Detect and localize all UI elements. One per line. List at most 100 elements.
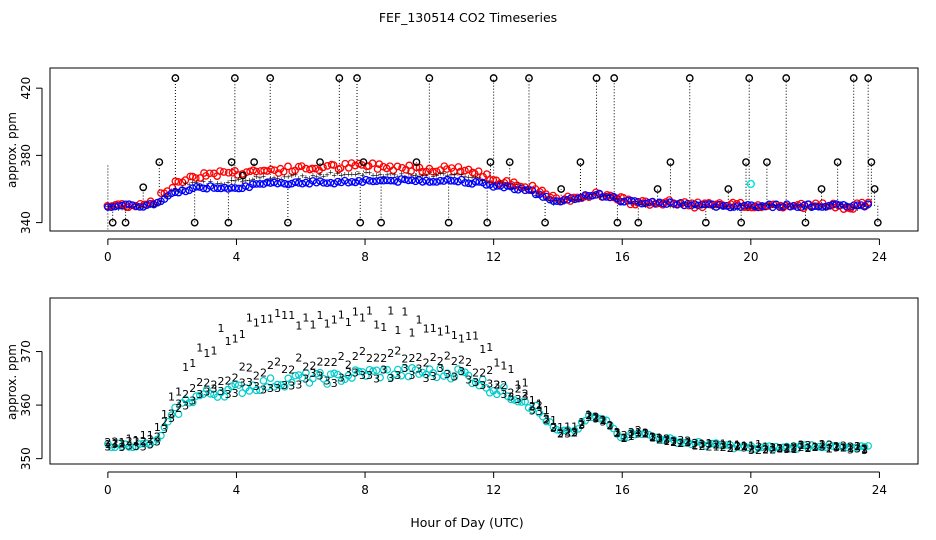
bottom-circle-point (570, 426, 579, 435)
series-1-marker: 1 (147, 429, 154, 442)
bottom-circle-point (708, 439, 717, 448)
series-3-marker: 3 (366, 369, 373, 382)
series-2-marker: 2 (126, 435, 133, 448)
blue-circle-point (422, 176, 430, 185)
series-3-marker: 3 (599, 416, 606, 429)
bottom-circle-point (655, 435, 664, 444)
bottom-circle-point (326, 370, 335, 378)
bottom-circle-point (680, 438, 689, 447)
bottom-circle-point (712, 439, 720, 447)
bottom-circle-point (171, 403, 179, 412)
series-2-marker: 2 (359, 345, 366, 358)
series-1-marker: 1 (755, 438, 762, 451)
red-circle-point (690, 203, 699, 212)
series-2-marker: 2 (656, 433, 663, 446)
green-point: + (536, 189, 542, 197)
bottom-circle-point (397, 371, 406, 380)
bottom-circle-point (457, 368, 466, 376)
series-3-marker: 3 (161, 423, 168, 436)
bottom-circle-point (436, 364, 445, 373)
green-point: + (381, 173, 387, 181)
bottom-circle-point (616, 433, 625, 442)
series-1-marker: 1 (790, 443, 797, 456)
red-circle-point (219, 168, 228, 176)
series-3-marker: 3 (168, 412, 175, 425)
green-point: + (469, 173, 475, 181)
series-3-marker: 3 (691, 437, 698, 450)
bottom-circle-point (630, 430, 639, 439)
green-point: + (575, 196, 581, 204)
series-1-marker: 1 (861, 443, 868, 456)
series-3-marker: 3 (472, 376, 479, 389)
series-3-marker: 3 (126, 440, 133, 453)
bottom-circle-point (249, 381, 257, 389)
series-1-marker: 1 (437, 325, 444, 338)
blue-circle-point (475, 178, 484, 186)
green-point: + (345, 170, 351, 178)
blue-circle-point (436, 176, 445, 185)
bottom-circle-point (196, 391, 204, 400)
black-spike-point (356, 218, 365, 227)
bottom-circle-point (379, 365, 388, 374)
series-3-marker: 3 (267, 382, 274, 395)
bottom-circle-point (574, 425, 582, 433)
blue-circle-point (637, 199, 646, 208)
x-axis-label: Hour of Day (UTC) (410, 515, 523, 530)
series-2-marker: 2 (734, 439, 741, 452)
green-point: + (851, 204, 857, 212)
bottom-circle-point (125, 443, 133, 451)
bottom-circle-point (517, 398, 526, 406)
blue-circle-point (333, 177, 342, 186)
green-point: + (207, 177, 213, 185)
green-point: + (285, 173, 291, 181)
series-3-marker: 3 (720, 439, 727, 452)
blue-circle-point (680, 201, 689, 210)
blue-circle-point (220, 183, 229, 192)
series-2-marker: 2 (571, 426, 578, 439)
top-y-axis-label: approx. ppm (5, 112, 19, 188)
blue-circle-point (291, 178, 300, 187)
series-1-marker: 1 (550, 414, 557, 427)
green-point: + (618, 200, 624, 208)
series-2-marker: 2 (706, 440, 713, 453)
series-2-marker: 2 (599, 414, 606, 427)
series-1-marker: 1 (218, 322, 225, 335)
series-1-marker: 1 (734, 438, 741, 451)
red-circle-point (205, 169, 214, 178)
series-1-marker: 1 (840, 442, 847, 455)
series-3-marker: 3 (140, 440, 147, 453)
series-3-marker: 3 (734, 440, 741, 453)
green-point: + (151, 203, 157, 211)
green-point: + (413, 172, 419, 180)
bottom-circle-point (510, 396, 519, 404)
black-spike-point (227, 158, 236, 167)
bottom-circle-point (850, 443, 858, 452)
blue-circle-point (171, 188, 179, 197)
bottom-circle-point (673, 439, 682, 447)
black-spike-point (283, 218, 292, 227)
blue-circle-point (277, 178, 285, 187)
red-circle-point (181, 176, 190, 184)
series-2-marker: 2 (684, 435, 691, 448)
series-1-marker: 1 (189, 357, 196, 370)
series-1-marker: 1 (324, 318, 331, 331)
blue-circle-point (217, 184, 225, 193)
series-2-marker: 2 (416, 351, 423, 364)
series-2-marker: 2 (239, 360, 246, 373)
blue-circle-point (461, 178, 469, 187)
series-3-marker: 3 (175, 398, 182, 411)
bottom-circle-point (556, 427, 565, 435)
series-1-marker: 1 (614, 426, 621, 439)
series-2-marker: 2 (387, 347, 394, 360)
blue-circle-point (418, 178, 427, 186)
bottom-circle-point (514, 397, 522, 406)
red-circle-point (389, 166, 398, 175)
black-spike-point (377, 218, 386, 227)
series-1-marker: 1 (607, 419, 614, 432)
green-point: + (317, 170, 323, 178)
black-spike-point (864, 74, 873, 82)
green-point: + (388, 170, 394, 178)
black-spike-point (653, 185, 662, 193)
